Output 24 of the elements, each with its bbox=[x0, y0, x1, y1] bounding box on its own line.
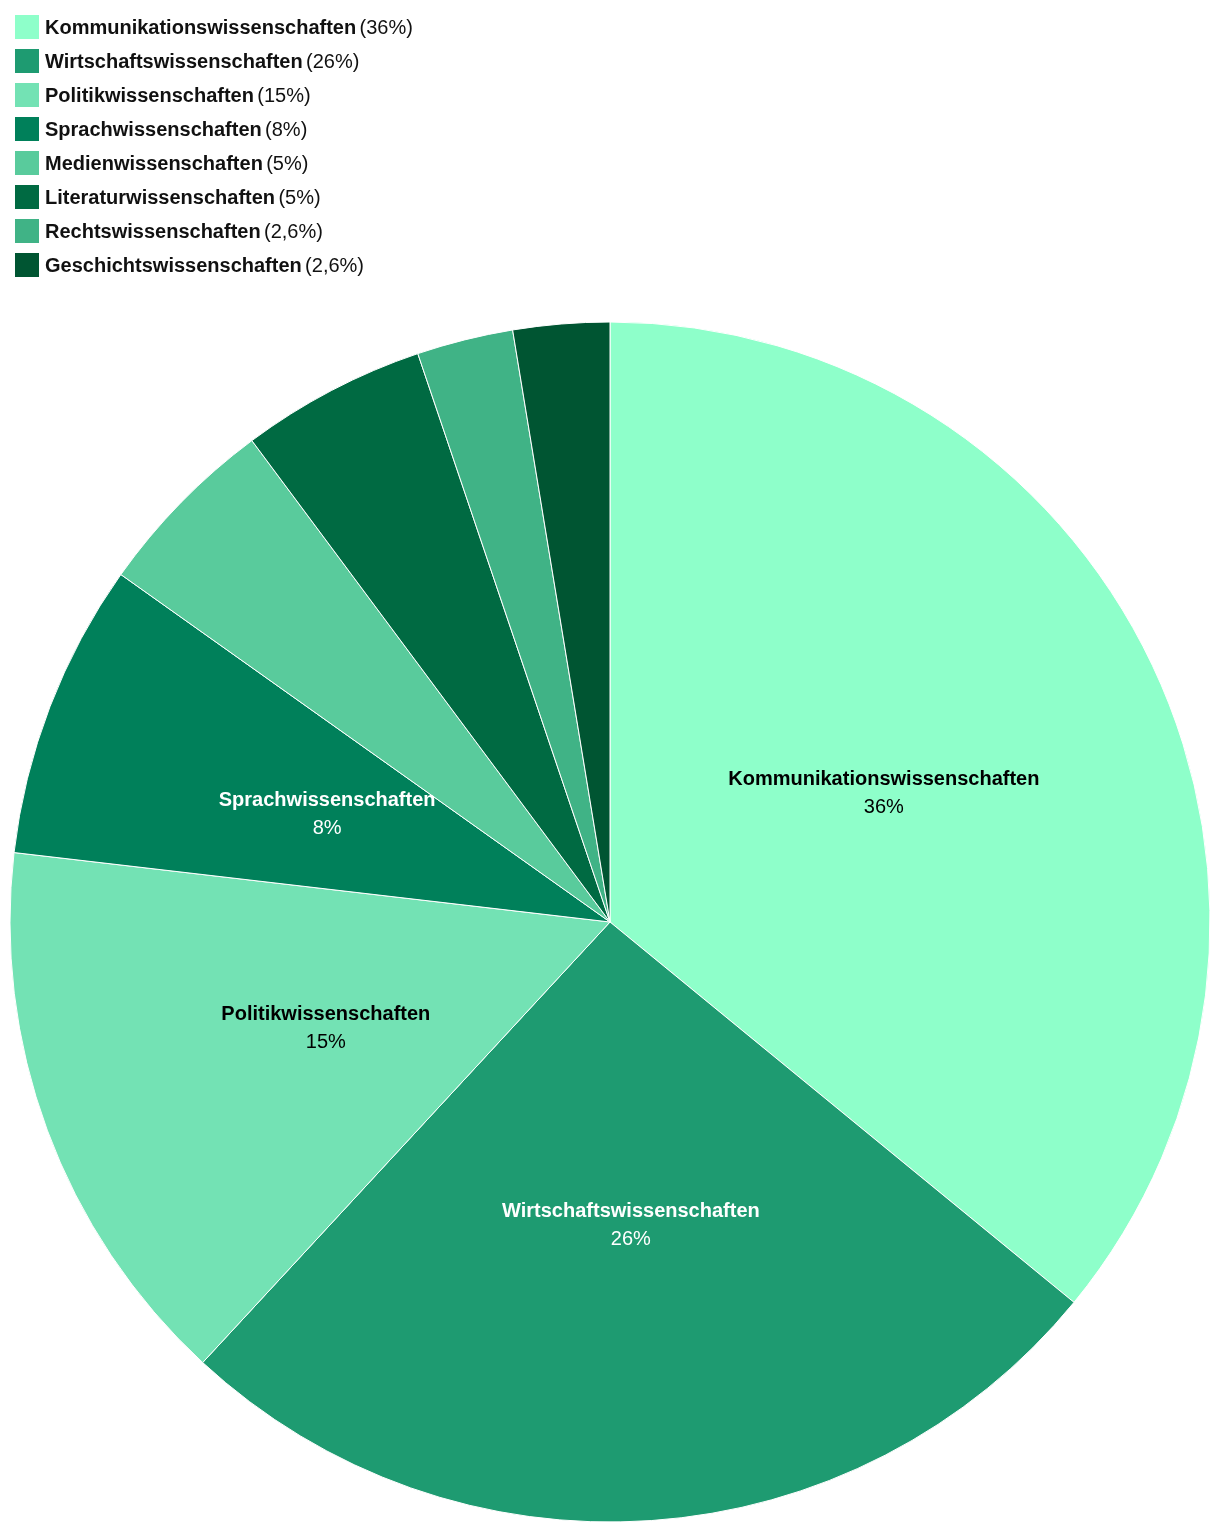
legend-label: Sprachwissenschaften bbox=[45, 118, 262, 140]
text: (36%) bbox=[359, 16, 413, 38]
data-label: 15% bbox=[305, 1030, 347, 1053]
legend-label: Literaturwissenschaften bbox=[45, 186, 276, 208]
slice-label: Kommunikationswissenschaften bbox=[728, 767, 1040, 790]
text: (26%) bbox=[306, 50, 360, 72]
legend-label: Medienwissenschaften bbox=[45, 152, 263, 174]
legend-label: Rechtswissenschaften bbox=[45, 220, 261, 242]
text: (15%) bbox=[257, 84, 311, 106]
legend-label: Wirtschaftswissenschaften bbox=[45, 50, 303, 72]
legend-label: Politikwissenschaften bbox=[45, 84, 254, 106]
legend-label: Geschichtswissenschaften bbox=[45, 254, 302, 276]
slice-label: Politikwissenschaften bbox=[221, 1002, 431, 1025]
text: (8%) bbox=[265, 118, 308, 140]
slice-label: Sprachwissenschaften bbox=[218, 788, 436, 811]
slice-label: Wirtschaftswissenschaften bbox=[502, 1199, 760, 1222]
text: (5%) bbox=[278, 186, 321, 208]
data-label: 26% bbox=[610, 1227, 652, 1250]
legend-label: Kommunikationswissenschaften bbox=[45, 16, 357, 38]
data-label: 8% bbox=[312, 816, 342, 839]
text: (2,6%) bbox=[305, 254, 365, 276]
text: (5%) bbox=[266, 152, 309, 174]
data-label: 36% bbox=[863, 795, 905, 818]
text: (2,6%) bbox=[263, 220, 323, 242]
